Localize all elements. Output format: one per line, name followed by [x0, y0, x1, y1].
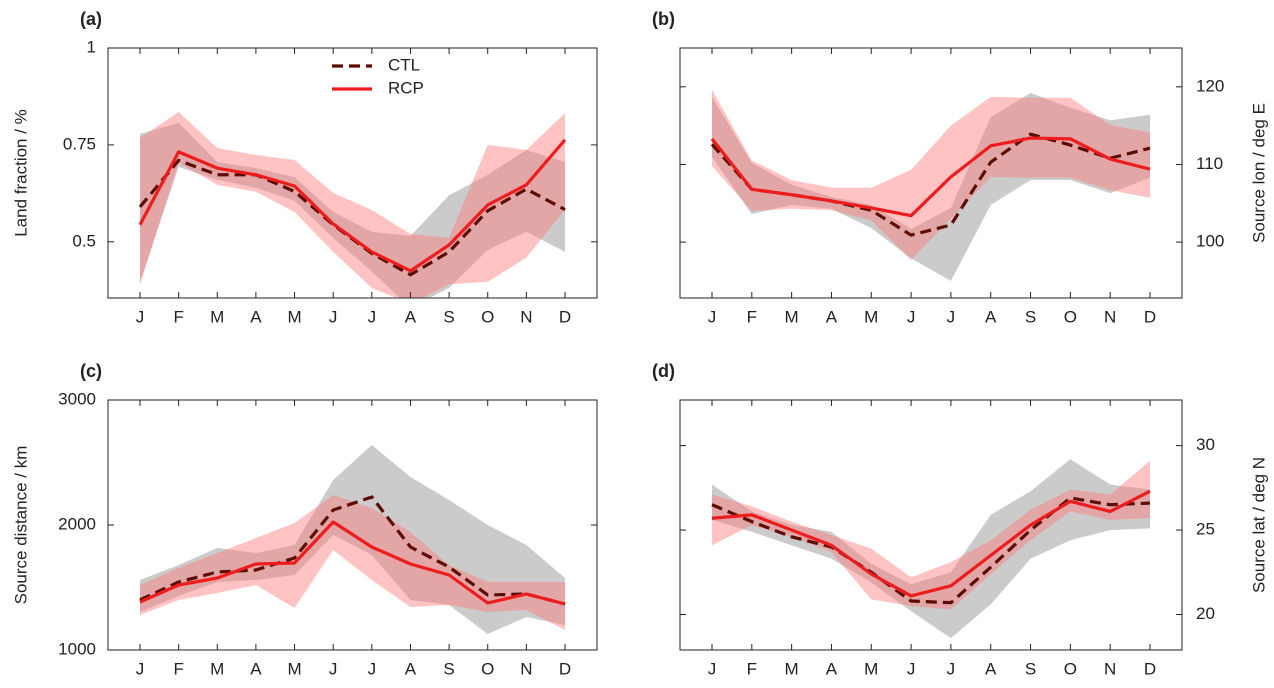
x-tick-label: M	[864, 659, 878, 678]
x-tick-label: D	[1144, 307, 1156, 326]
line	[139, 520, 566, 606]
panel-label: (a)	[80, 9, 102, 29]
y-tick-label: 120	[1196, 76, 1224, 95]
plot-area	[138, 111, 567, 298]
x-tick-label: M	[287, 659, 301, 678]
line	[139, 495, 566, 606]
x-tick-label: N	[1104, 659, 1116, 678]
y-tick-label: 110	[1196, 154, 1223, 173]
legend-label: RCP	[388, 78, 424, 97]
x-tick-label: F	[173, 659, 183, 678]
x-tick-label: F	[747, 307, 757, 326]
y-axis-label: Source lon / deg E	[1249, 103, 1268, 243]
y-tick-label: 2000	[58, 514, 96, 533]
x-tick-label: A	[985, 307, 997, 326]
x-tick-label: J	[708, 307, 717, 326]
y-tick-label: 1	[87, 37, 96, 56]
y-tick-label: 1000	[58, 639, 96, 658]
panel-label: (d)	[652, 361, 675, 381]
x-tick-label: J	[708, 659, 717, 678]
x-tick-label: D	[559, 307, 571, 326]
x-tick-label: J	[329, 659, 338, 678]
x-tick-label: A	[985, 659, 997, 678]
x-tick-label: A	[405, 307, 417, 326]
range-band	[140, 495, 565, 630]
x-tick-label: J	[136, 307, 145, 326]
panel-label: (b)	[652, 9, 675, 29]
x-tick-label: N	[1104, 307, 1116, 326]
x-tick-label: A	[405, 659, 417, 678]
line	[710, 136, 1151, 218]
range-band	[712, 89, 1150, 260]
range-band	[712, 93, 1150, 281]
frame	[679, 47, 1183, 299]
x-tick-label: O	[1064, 307, 1077, 326]
line	[711, 489, 1151, 598]
x-tick-label: N	[520, 307, 532, 326]
line	[711, 496, 1151, 605]
y-tick-label: 20	[1196, 604, 1215, 623]
y-axis-label: Land fraction / %	[11, 109, 30, 237]
x-tick-label: J	[329, 307, 338, 326]
y-tick-label: 30	[1196, 435, 1215, 454]
panel-label: (c)	[80, 361, 102, 381]
x-tick-label: F	[747, 659, 757, 678]
x-tick-label: M	[864, 307, 878, 326]
plot-area	[711, 459, 1151, 639]
frame	[107, 47, 598, 299]
y-tick-label: 0.5	[72, 231, 96, 250]
x-tick-label: D	[559, 659, 571, 678]
x-tick-label: A	[250, 659, 262, 678]
legend-label: CTL	[388, 55, 420, 74]
x-tick-label: J	[907, 307, 916, 326]
x-tick-label: J	[136, 659, 145, 678]
y-axis-label: Source distance / km	[11, 446, 30, 605]
panel: J F M A M J J A S O N D 0.5 0.75 1 Land fraction / % (a)…	[11, 9, 598, 326]
x-tick-label: A	[250, 307, 262, 326]
panel: J F M A M J J A S O N D 100 110 120 Source lon / deg E (…	[652, 9, 1268, 327]
panel: J F M A M J J A S O N D 1000 2000 3000 Source distance …	[11, 361, 598, 678]
x-tick-label: A	[826, 659, 838, 678]
x-tick-label: M	[210, 659, 224, 678]
x-tick-label: O	[481, 307, 494, 326]
line	[138, 138, 567, 273]
y-tick-label: 3000	[58, 389, 96, 408]
range-band	[140, 122, 565, 298]
x-tick-label: A	[826, 307, 838, 326]
plot-area	[139, 445, 566, 634]
x-tick-label: S	[1025, 659, 1036, 678]
x-tick-label: M	[785, 307, 799, 326]
y-tick-label: 0.75	[63, 134, 96, 153]
y-tick-label: 25	[1196, 520, 1215, 539]
range-band	[712, 459, 1150, 639]
x-tick-label: S	[443, 659, 454, 678]
x-tick-label: S	[443, 307, 454, 326]
x-tick-label: F	[173, 307, 183, 326]
x-tick-label: J	[947, 307, 956, 326]
x-tick-label: D	[1144, 659, 1156, 678]
x-tick-label: O	[481, 659, 494, 678]
range-band	[712, 460, 1150, 610]
x-tick-label: J	[907, 659, 916, 678]
range-band	[140, 111, 565, 298]
range-band	[140, 445, 565, 634]
plot-area	[710, 89, 1151, 281]
x-tick-label: J	[368, 307, 377, 326]
x-tick-label: O	[1064, 659, 1077, 678]
x-tick-label: S	[1025, 307, 1036, 326]
x-tick-label: N	[520, 659, 532, 678]
frame	[679, 399, 1183, 651]
x-tick-label: M	[210, 307, 224, 326]
x-tick-label: J	[947, 659, 956, 678]
x-tick-label: J	[368, 659, 377, 678]
x-tick-label: M	[287, 307, 301, 326]
panel: J F M A M J J A S O N D 20 25 30 Source lat / deg N (d)	[652, 361, 1268, 679]
y-tick-label: 100	[1196, 232, 1224, 251]
y-axis-label: Source lat / deg N	[1249, 457, 1268, 593]
x-tick-label: M	[785, 659, 799, 678]
